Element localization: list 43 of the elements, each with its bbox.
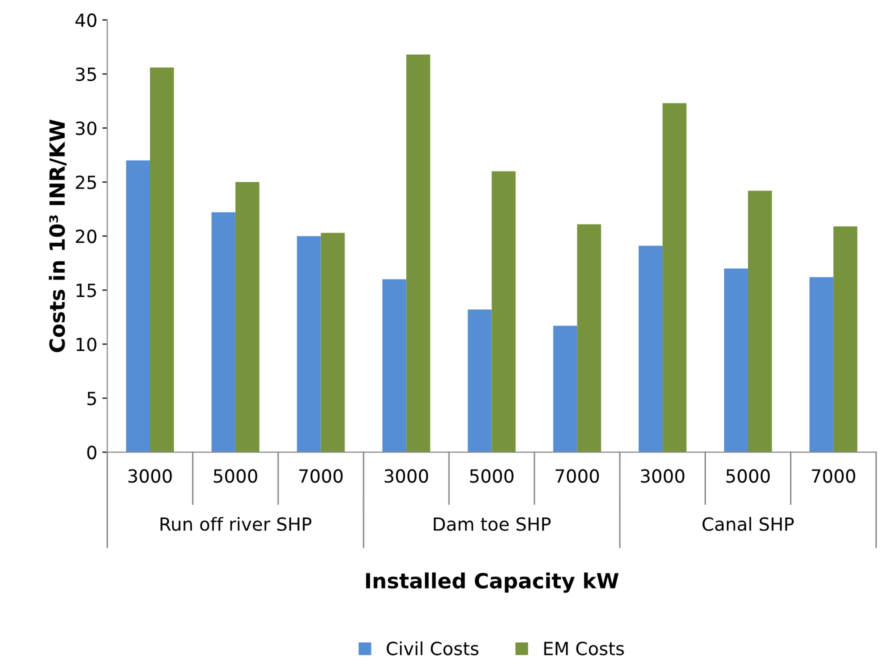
bar — [126, 160, 150, 452]
x-tick-label: 7000 — [556, 469, 599, 483]
bar — [809, 277, 834, 452]
bar — [638, 246, 663, 452]
bar — [320, 232, 345, 452]
y-tick-label: 20 — [76, 230, 96, 244]
bar — [212, 212, 236, 452]
x-tick-label: 3000 — [640, 469, 684, 483]
x-tick-label: 3000 — [128, 469, 172, 483]
y-tick-label: 15 — [76, 284, 96, 298]
bar — [553, 326, 578, 452]
x-axis-title: Installed Capacity kW — [366, 572, 619, 593]
text: Dam toe SHP — [434, 517, 551, 531]
legend-label: Civil Costs — [386, 641, 478, 656]
y-tick-label: 25 — [76, 176, 96, 190]
y-tick-label: 40 — [75, 13, 96, 28]
bar — [382, 279, 406, 452]
text: Run off river SHP — [160, 516, 312, 531]
text: Canal SHP — [702, 516, 794, 531]
y-tick-label: 5 — [87, 392, 96, 406]
y-axis-title: Costs in 10³ INR/KW — [48, 120, 67, 352]
x-tick-label: 3000 — [384, 469, 428, 483]
x-tick-label: 7000 — [299, 469, 343, 483]
y-tick-label: 10 — [76, 338, 96, 352]
x-tick-label: 5000 — [214, 469, 258, 483]
legend-label: EM Costs — [544, 642, 624, 656]
bar — [724, 268, 748, 452]
bar — [748, 190, 772, 452]
bar — [296, 236, 321, 452]
y-tick-label: 0 — [87, 446, 96, 460]
x-tick-label: 7000 — [812, 469, 856, 483]
bar — [406, 54, 430, 452]
x-tick-label: 5000 — [470, 469, 514, 483]
y-tick-label: 35 — [76, 67, 96, 82]
bar — [492, 171, 516, 452]
bar — [468, 310, 492, 452]
bar — [577, 224, 602, 452]
bar — [662, 103, 686, 452]
x-tick-label: 5000 — [726, 469, 770, 483]
bar — [150, 68, 174, 452]
y-tick-label: 30 — [76, 121, 96, 136]
bar — [235, 182, 260, 452]
bar — [833, 226, 858, 452]
